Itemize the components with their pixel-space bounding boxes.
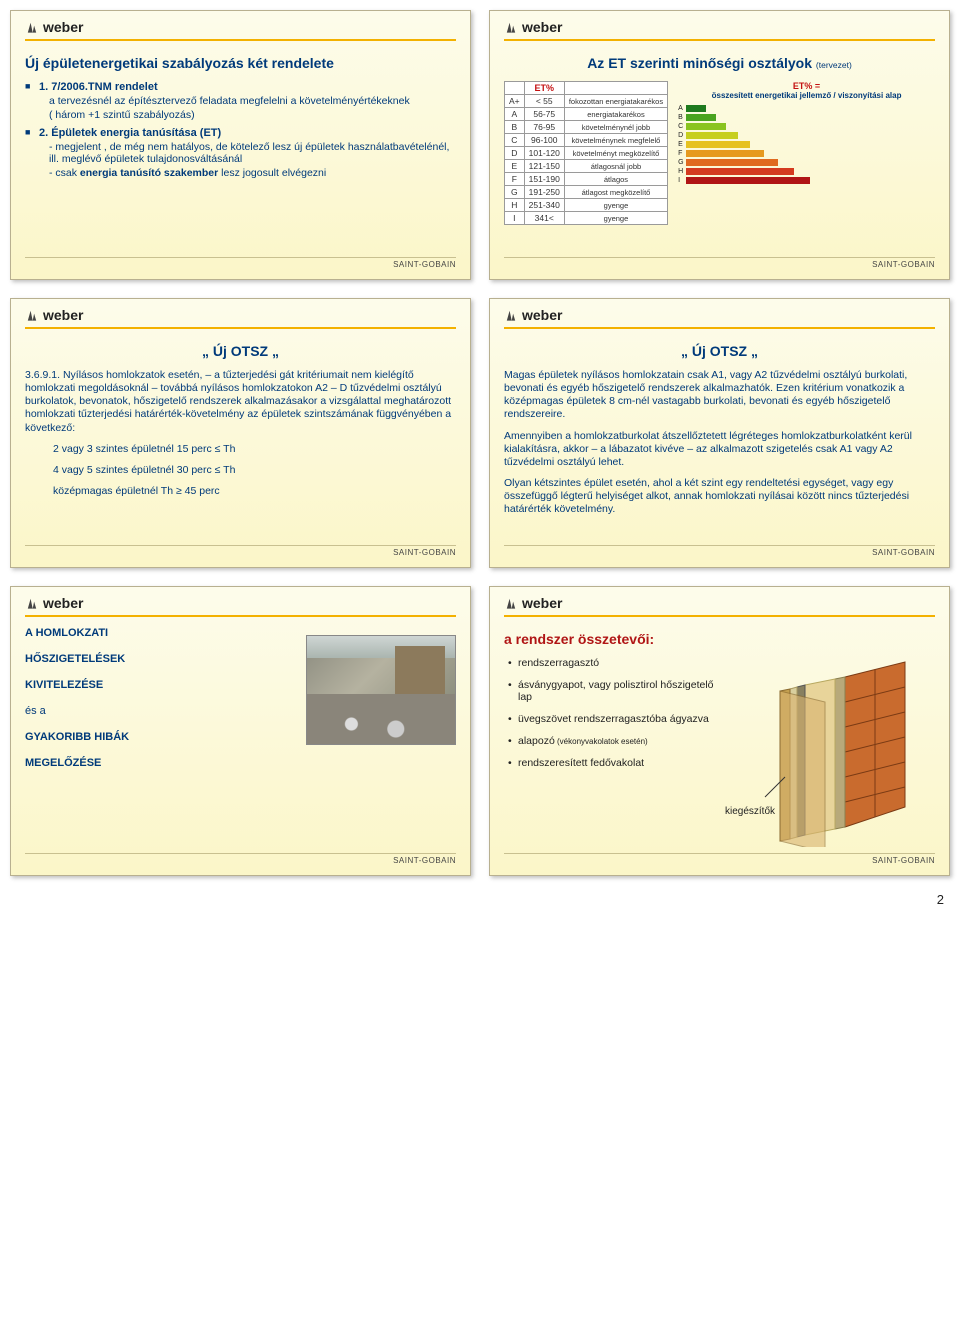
table-row: A56-75energiatakarékos — [505, 108, 668, 121]
slide-rendszer-osszetevoi: weber a rendszer összetevői: rendszerrag… — [489, 586, 950, 876]
rating-bar: I — [678, 176, 818, 184]
annotation-kiegeszitok: kiegészítők — [725, 806, 775, 817]
table-row: C96-100követelménynek megfelelő — [505, 134, 668, 147]
title-stack: A HOMLOKZATI HŐSZIGETELÉSEK KIVITELEZÉSE… — [25, 627, 288, 783]
slide-title: Az ET szerinti minőségi osztályok (terve… — [504, 55, 935, 71]
wall-diagram: kiegészítők — [735, 657, 935, 847]
footer: SAINT-GOBAIN — [25, 257, 456, 269]
slide-title: „ Új OTSZ „ — [25, 343, 456, 359]
slide-et-osztalyok: weber Az ET szerinti minőségi osztályok … — [489, 10, 950, 280]
weber-logo-icon — [25, 20, 39, 34]
rating-bar: H — [678, 167, 818, 175]
list-item: üvegszövet rendszerragasztóba ágyazva — [508, 713, 725, 725]
table-row: F151-190átlagos — [505, 173, 668, 186]
damage-photo — [306, 635, 456, 745]
wall-layers-icon — [735, 657, 935, 847]
weber-logo-icon — [25, 596, 39, 610]
rating-bar: B — [678, 113, 818, 121]
legend-text: összesített energetikai jellemző / viszo… — [712, 91, 902, 100]
line-3: középmagas épületnél Th ≥ 45 perc — [53, 485, 456, 498]
paragraph-1: 3.6.9.1. Nyílásos homlokzatok esetén, – … — [25, 369, 456, 435]
list-item: rendszeresített fedővakolat — [508, 757, 725, 769]
table-row: H251-340gyenge — [505, 199, 668, 212]
rating-bar: C — [678, 122, 818, 130]
divider — [25, 39, 456, 41]
slide-energia-szabalyozas: weber Új épületenergetikai szabályozás k… — [10, 10, 471, 280]
paragraph-3: Olyan kétszintes épület esetén, ahol a k… — [504, 477, 935, 516]
slide-hoszigeteles: weber A HOMLOKZATI HŐSZIGETELÉSEK KIVITE… — [10, 586, 471, 876]
energy-rating-bars: ABCDEFGHI — [678, 104, 818, 184]
rating-bar: D — [678, 131, 818, 139]
table-row: B76-95követelménynél jobb — [505, 121, 668, 134]
list-item: ásványgyapot, vagy polisztirol hőszigete… — [508, 679, 725, 703]
slide-otsz-1: weber „ Új OTSZ „ 3.6.9.1. Nyílásos homl… — [10, 298, 471, 568]
weber-logo-icon — [504, 20, 518, 34]
rating-bar: E — [678, 140, 818, 148]
line-1: 2 vagy 3 szintes épületnél 15 perc ≤ Th — [53, 443, 456, 456]
et-table: ET% A+< 55fokozottan energiatakarékosA56… — [504, 81, 668, 225]
legend-label: ET% = — [793, 81, 820, 91]
table-row: D101-120követelményt megközelítő — [505, 147, 668, 160]
bullet-2-sub1: - megjelent , de még nem hatályos, de kö… — [49, 141, 456, 165]
component-list: rendszerragasztó ásványgyapot, vagy polis… — [504, 657, 725, 847]
bullet-2-sub2: - csak energia tanúsító szakember lesz j… — [49, 167, 326, 179]
table-row: G191-250átlagost megközelítő — [505, 186, 668, 199]
weber-logo-icon — [504, 308, 518, 322]
et-legend-block: ET% = összesített energetikai jellemző /… — [678, 81, 935, 251]
rating-bar: A — [678, 104, 818, 112]
brand: weber — [25, 19, 456, 35]
et-table-wrap: ET% A+< 55fokozottan energiatakarékosA56… — [504, 81, 668, 251]
line-2: 4 vagy 5 szintes épületnél 30 perc ≤ Th — [53, 464, 456, 477]
slide-otsz-2: weber „ Új OTSZ „ Magas épületek nyíláso… — [489, 298, 950, 568]
bullet-1-sub2: ( három +1 szintű szabályozás) — [49, 109, 456, 121]
bullet-1: 1. 7/2006.TNM rendelet — [39, 81, 158, 93]
rating-bar: G — [678, 158, 818, 166]
table-row: I341<gyenge — [505, 212, 668, 225]
brand: weber — [504, 19, 935, 35]
table-row: A+< 55fokozottan energiatakarékos — [505, 95, 668, 108]
table-row: E121-150átlagosnál jobb — [505, 160, 668, 173]
slide-title: Új épületenergetikai szabályozás két ren… — [25, 55, 456, 71]
weber-logo-icon — [504, 596, 518, 610]
weber-logo-icon — [25, 308, 39, 322]
paragraph-2: Amennyiben a homlokzatburkolat átszellőz… — [504, 430, 935, 469]
bullet-2: 2. Épületek energia tanúsítása (ET) — [39, 127, 221, 139]
rating-bar: F — [678, 149, 818, 157]
paragraph-1: Magas épületek nyílásos homlokzatain csa… — [504, 369, 935, 422]
brand-text: weber — [43, 19, 83, 35]
slide-title: a rendszer összetevői: — [504, 631, 935, 647]
slide-title: „ Új OTSZ „ — [504, 343, 935, 359]
page-number: 2 — [10, 892, 950, 907]
list-item: alapozó (vékonyvakolatok esetén) — [508, 735, 725, 747]
bullet-1-sub1: a tervezésnél az építésztervező feladata… — [49, 95, 456, 107]
list-item: rendszerragasztó — [508, 657, 725, 669]
